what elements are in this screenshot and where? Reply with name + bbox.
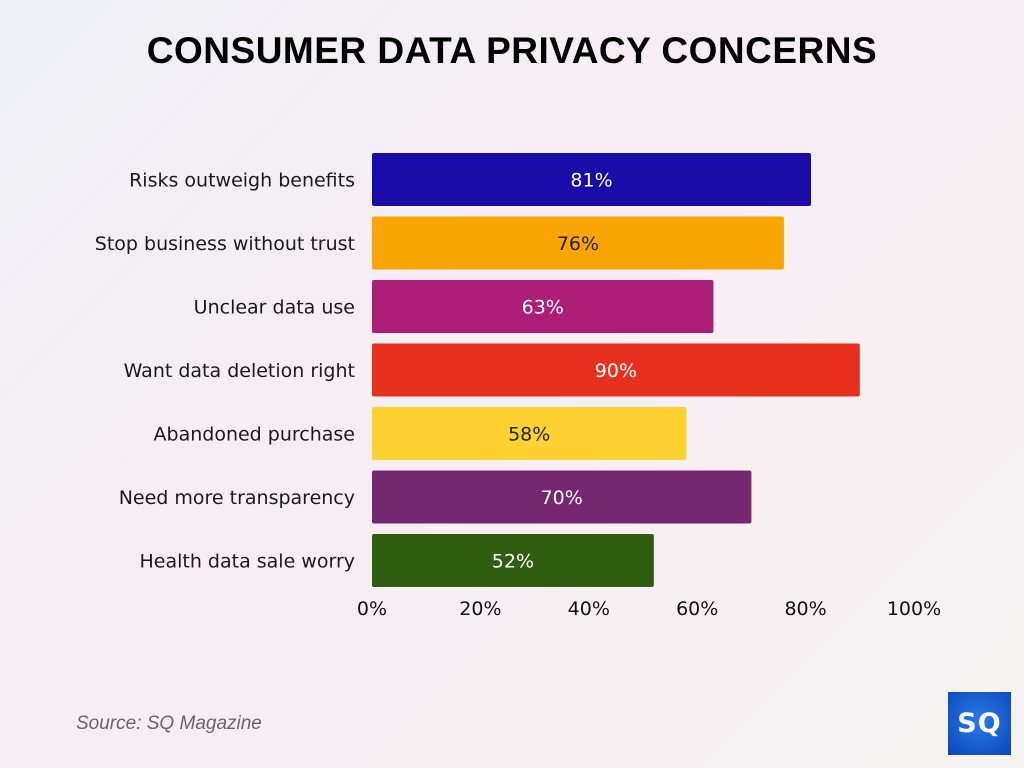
x-tick-label: 0% bbox=[357, 598, 387, 620]
bar bbox=[372, 343, 860, 397]
x-tick-label: 80% bbox=[784, 598, 826, 620]
category-label: Risks outweigh benefits bbox=[129, 170, 355, 192]
x-tick-label: 40% bbox=[568, 598, 610, 620]
value-label: 81% bbox=[570, 170, 612, 192]
bar bbox=[372, 280, 714, 333]
sq-logo: SQ bbox=[948, 692, 1011, 755]
chart-title: CONSUMER DATA PRIVACY CONCERNS bbox=[146, 30, 878, 71]
category-label: Health data sale worry bbox=[139, 551, 355, 573]
bar bbox=[372, 534, 654, 587]
value-label: 58% bbox=[508, 424, 550, 446]
value-label: 90% bbox=[595, 360, 637, 382]
category-label: Stop business without trust bbox=[95, 233, 355, 255]
x-tick-label: 100% bbox=[887, 598, 941, 620]
bar bbox=[372, 470, 752, 524]
value-label: 63% bbox=[522, 297, 564, 319]
source-note: Source: SQ Magazine bbox=[76, 713, 262, 734]
x-tick-label: 20% bbox=[459, 598, 501, 620]
value-label: 76% bbox=[557, 233, 599, 255]
x-tick-label: 60% bbox=[676, 598, 718, 620]
category-label: Unclear data use bbox=[194, 297, 355, 319]
logo-text: SQ bbox=[957, 708, 1002, 739]
value-label: 70% bbox=[541, 487, 583, 509]
bar bbox=[372, 407, 687, 460]
category-label: Abandoned purchase bbox=[154, 424, 355, 446]
category-label: Want data deletion right bbox=[124, 360, 355, 382]
bar bbox=[372, 216, 784, 270]
bar bbox=[372, 153, 812, 206]
value-label: 52% bbox=[492, 551, 534, 573]
category-label: Need more transparency bbox=[119, 487, 355, 509]
